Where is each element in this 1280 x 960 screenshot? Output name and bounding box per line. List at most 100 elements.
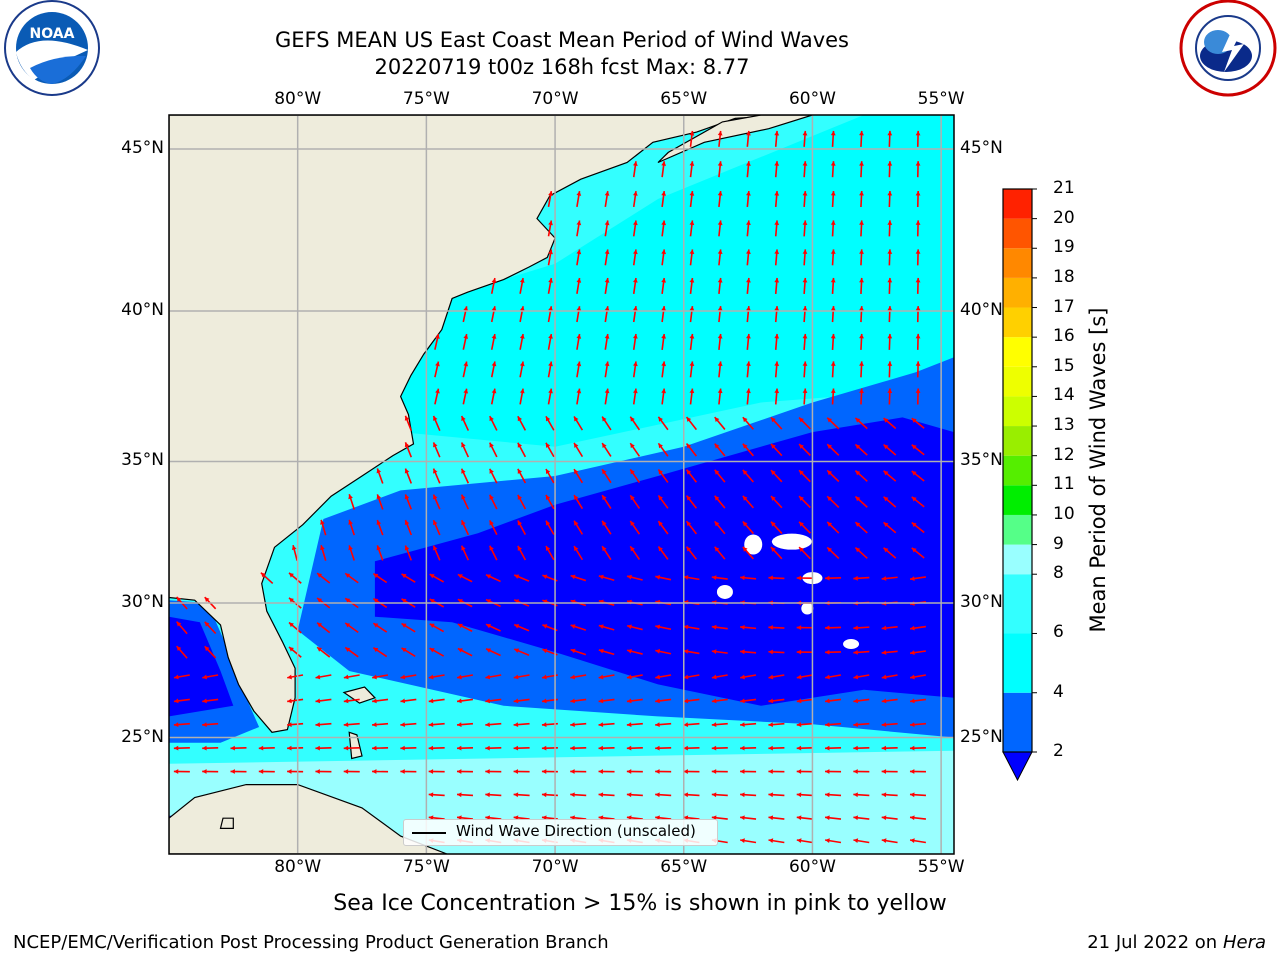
chart-title: GEFS MEAN US East Coast Mean Period of W… [275, 28, 849, 52]
wind-arrow-head-139 [372, 698, 377, 704]
wind-arrow-head-81 [909, 769, 915, 774]
colorbar-tick-13: 17 [1053, 296, 1075, 317]
wind-arrow-head-288 [433, 545, 438, 551]
wind-arrow-head-128 [768, 722, 773, 728]
wind-arrow-head-184 [176, 646, 182, 651]
wind-arrow-head-380 [714, 443, 720, 449]
wind-arrow-head-225 [683, 624, 689, 630]
lat-tick-left-1: 45°N [121, 138, 164, 159]
wind-arrow-head-406 [911, 418, 917, 423]
wind-arrow-head-132 [881, 722, 887, 728]
wind-arrow-head-262 [345, 573, 351, 578]
wind-arrow-head-346 [855, 496, 861, 502]
wind-arrow-head-528 [717, 191, 723, 196]
wind-arrow-head-193 [486, 648, 492, 653]
cuba-land [169, 783, 448, 854]
wind-arrow-head-267 [486, 574, 492, 579]
wind-arrow-head-119 [513, 722, 519, 728]
wind-arrow-head-522 [548, 191, 553, 196]
wind-arrow-head-364 [799, 470, 804, 476]
wind-arrow-head-91 [428, 745, 434, 751]
wind-arrow-head-83 [202, 745, 207, 751]
wind-arrow-head-232 [881, 625, 887, 631]
wind-arrow-head-97 [598, 745, 604, 751]
wind-arrow-head-87 [315, 745, 320, 751]
wind-arrow-head-365 [827, 470, 833, 476]
wind-arrow-head-221 [570, 624, 576, 629]
wind-arrow-head-176 [711, 674, 717, 680]
wind-arrow-head-423 [887, 388, 893, 393]
wind-arrow-head-475 [859, 306, 864, 311]
wind-arrow-head-216 [429, 623, 435, 628]
wind-arrow-head-394 [574, 416, 579, 422]
colorbar-tick-1: 2 [1053, 741, 1064, 761]
wind-arrow-head-106 [853, 745, 858, 751]
wind-arrow-head-348 [911, 496, 917, 502]
wind-arrow-head-52 [853, 792, 858, 798]
wind-arrow-head-432 [632, 361, 638, 367]
wind-arrow-head-345 [827, 496, 833, 502]
wind-arrow-head-384 [827, 444, 833, 450]
wind-arrow-head-189 [373, 647, 379, 653]
wind-arrow-head-177 [740, 674, 745, 680]
wind-arrow-head-154 [796, 698, 802, 704]
wind-arrow-head-506 [887, 249, 893, 254]
wind-arrow-head-238 [345, 598, 351, 603]
wind-arrow-head-17 [881, 838, 887, 844]
wind-arrow-head-401 [770, 417, 776, 423]
wind-arrow-head-276 [740, 575, 745, 581]
wind-arrow-head-39 [485, 792, 490, 798]
wind-arrow-head-513 [689, 220, 695, 226]
wind-arrow-head-278 [796, 575, 802, 581]
wind-arrow-head-539 [717, 161, 723, 166]
wind-arrow-head-103 [768, 745, 773, 751]
wind-arrow-head-458 [859, 333, 864, 339]
wind-arrow-head-363 [770, 470, 776, 475]
wind-arrow-head-108 [909, 745, 915, 751]
colorbar-tick-14: 18 [1053, 266, 1075, 287]
wind-arrow-head-298 [714, 546, 720, 552]
wind-arrow-head-36 [910, 815, 915, 821]
wind-arrow-head-417 [717, 388, 723, 394]
wind-arrow-head-504 [830, 249, 836, 254]
wind-arrow-head-308 [376, 520, 382, 525]
wind-arrow-head-459 [887, 333, 893, 339]
wind-arrow-head-102 [740, 745, 745, 751]
colorbar-segment-4 [1003, 544, 1032, 575]
wind-arrow-head-452 [689, 333, 695, 339]
wind-arrow-head-243 [486, 599, 492, 604]
wind-arrow-head-100 [683, 745, 688, 751]
wind-arrow-head-393 [545, 416, 551, 422]
wind-arrow-head-65 [456, 769, 462, 774]
wind-arrow-head-429 [548, 361, 553, 367]
wind-arrow-head-142 [457, 698, 462, 704]
wind-arrow-head-431 [604, 361, 610, 367]
wind-arrow-head-450 [632, 333, 638, 339]
sea-ice-note: Sea Ice Concentration > 15% is shown in … [333, 891, 947, 916]
lon-tick-bottom-1: 80°W [274, 857, 322, 877]
wind-arrow-head-387 [911, 444, 917, 450]
colorbar-tick-15: 19 [1053, 237, 1075, 258]
wind-arrow-head-270 [570, 574, 576, 580]
wind-arrow-head-381 [742, 443, 748, 449]
wind-arrow-head-507 [915, 249, 921, 254]
wind-arrow-head-164 [372, 674, 377, 680]
wind-arrow-head-206 [853, 649, 858, 655]
wind-arrow-head-49 [768, 792, 773, 798]
wind-arrow-head-183 [910, 674, 915, 680]
wind-arrow-head-425 [435, 361, 440, 367]
wind-arrow-head-442 [915, 361, 921, 366]
wind-arrow-head-182 [881, 674, 887, 680]
wind-arrow-head-127 [740, 722, 745, 728]
wind-arrow-head-150 [683, 698, 689, 704]
wind-arrow-head-191 [429, 648, 435, 653]
wind-arrow-head-170 [542, 674, 547, 680]
wind-arrow-head-131 [853, 722, 858, 728]
wind-arrow-head-144 [513, 698, 519, 704]
lon-tick-top-6: 55°W [917, 89, 965, 109]
wind-arrow-head-279 [825, 575, 830, 581]
lat-tick-right-2: 40°N [960, 299, 1003, 320]
wind-arrow-head-327 [911, 522, 917, 528]
wind-arrow-head-337 [602, 495, 607, 501]
colorbar-segment-16 [1003, 189, 1032, 219]
